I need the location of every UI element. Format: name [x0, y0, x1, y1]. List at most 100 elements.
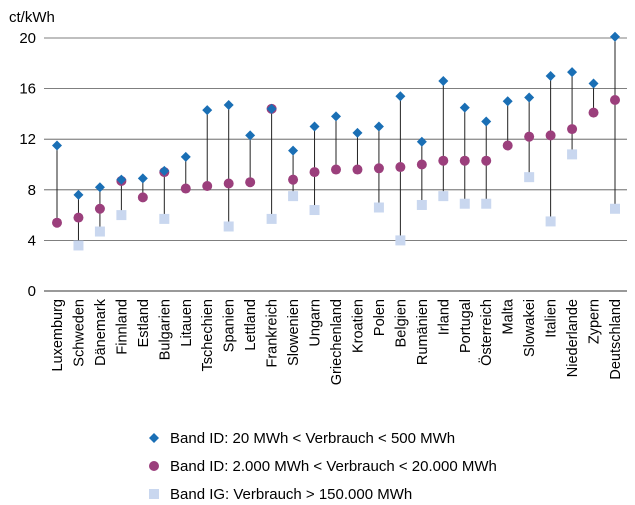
diamond-marker [481, 116, 492, 127]
square-marker [116, 210, 127, 221]
diamond-marker [159, 165, 170, 176]
circle-marker [545, 130, 556, 141]
x-tick-label: Deutschland [608, 299, 624, 380]
x-tick-label: Dänemark [93, 298, 109, 366]
square-marker [309, 205, 320, 216]
square-marker [438, 191, 449, 202]
x-tick-label: Rumänien [415, 299, 431, 365]
diamond-marker [137, 173, 148, 184]
legend-diamond-swatch [149, 433, 159, 443]
square-marker [416, 199, 427, 210]
diamond-marker [438, 76, 449, 87]
square-marker [459, 198, 470, 209]
x-tick-label: Bulgarien [157, 299, 173, 360]
legend-square-swatch [149, 489, 159, 499]
y-axis-ticks: 0 4 8 12 16 20 [19, 30, 36, 300]
square-marker [73, 240, 84, 251]
square-marker [223, 221, 234, 232]
legend-label: Band ID: 2.000 MWh < Verbrauch < 20.000 … [170, 458, 497, 475]
square-marker [288, 191, 299, 202]
x-tick-label: Irland [436, 299, 452, 335]
circle-marker [502, 140, 513, 151]
y-tick-label: 0 [28, 283, 36, 300]
diamond-marker [610, 31, 620, 42]
legend-label: Band IG: Verbrauch > 150.000 MWh [170, 486, 412, 503]
x-tick-label: Schweden [71, 299, 87, 367]
diamond-marker [373, 121, 384, 132]
diamond-marker [416, 136, 427, 147]
data-markers [52, 31, 620, 251]
square-marker [159, 213, 170, 224]
diamond-marker [524, 92, 535, 103]
circle-marker [52, 217, 62, 228]
circle-marker [288, 174, 299, 185]
diamond-marker [331, 111, 341, 122]
square-marker [94, 226, 105, 237]
circle-marker [309, 167, 320, 178]
x-tick-label: Belgien [393, 299, 409, 347]
circle-marker [180, 183, 191, 194]
circle-marker [94, 203, 105, 214]
x-tick-label: Polen [372, 299, 388, 336]
x-tick-label: Frankreich [265, 299, 281, 368]
diamond-marker [94, 182, 105, 193]
square-marker [373, 202, 384, 213]
diamond-marker [395, 91, 406, 102]
circle-marker [588, 107, 599, 118]
circle-marker [438, 155, 449, 166]
x-tick-label: Griechenland [329, 299, 345, 385]
x-tick-label: Zypern [587, 299, 603, 344]
range-lines [56, 36, 616, 246]
circle-marker [567, 124, 578, 135]
x-tick-label: Slowenien [286, 299, 302, 366]
circle-marker [481, 155, 492, 166]
diamond-marker [545, 70, 556, 81]
diamond-marker [52, 140, 62, 151]
diamond-marker [73, 189, 84, 200]
x-tick-label: Estland [136, 299, 152, 347]
y-tick-label: 16 [19, 81, 36, 98]
circle-marker [610, 94, 620, 105]
x-tick-label: Finnland [114, 299, 130, 355]
circle-marker [223, 178, 234, 189]
diamond-marker [245, 130, 256, 141]
legend-label: Band ID: 20 MWh < Verbrauch < 500 MWh [170, 430, 455, 447]
x-tick-label: Österreich [477, 299, 495, 366]
x-tick-label: Spanien [222, 299, 238, 352]
y-unit-label: ct/kWh [9, 9, 55, 26]
y-tick-label: 12 [19, 131, 36, 148]
x-tick-label: Kroatien [350, 299, 366, 353]
x-tick-label: Italien [544, 299, 560, 338]
square-marker [567, 149, 578, 160]
x-tick-label: Malta [501, 298, 517, 334]
circle-marker [373, 163, 384, 174]
circle-marker [524, 131, 535, 142]
circle-marker [459, 155, 470, 166]
diamond-marker [588, 78, 599, 89]
legend-circle-swatch [149, 461, 159, 471]
diamond-marker [567, 67, 578, 78]
circle-marker [137, 192, 148, 203]
diamond-marker [266, 103, 277, 114]
circle-marker [245, 177, 256, 188]
grid [44, 37, 627, 292]
x-tick-label: Slowakei [522, 299, 538, 357]
y-tick-label: 20 [19, 30, 36, 47]
diamond-marker [288, 145, 299, 156]
circle-marker [202, 181, 213, 192]
x-tick-label: Tschechien [200, 299, 216, 372]
x-axis-labels: Luxemburg Schweden Dänemark Finnland Estland… [50, 298, 624, 385]
square-marker [524, 172, 535, 183]
x-tick-label: Ungarn [308, 299, 324, 347]
diamond-marker [502, 96, 513, 107]
diamond-marker [202, 105, 213, 116]
square-marker [610, 203, 620, 214]
y-tick-label: 8 [28, 182, 36, 199]
circle-marker [352, 164, 363, 175]
diamond-marker [459, 102, 470, 113]
diamond-marker [352, 127, 363, 138]
x-tick-label: Niederlande [565, 299, 581, 377]
square-marker [266, 213, 277, 224]
x-tick-label: Luxemburg [50, 299, 66, 372]
